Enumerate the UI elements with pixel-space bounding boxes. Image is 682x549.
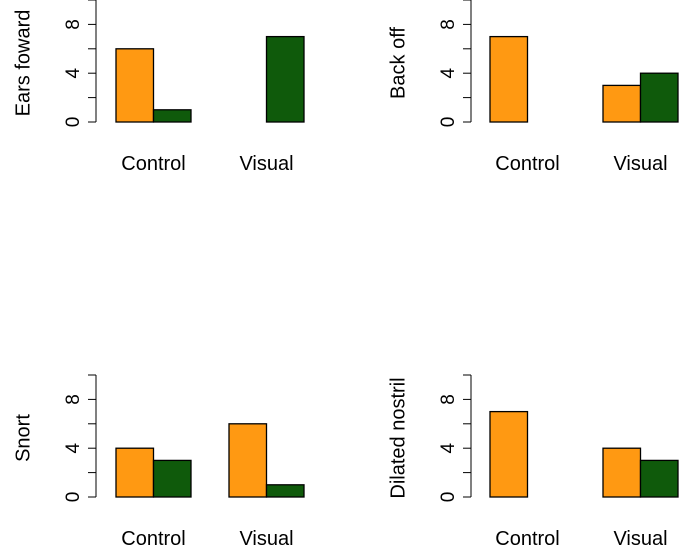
y-tick-label: 0 bbox=[63, 492, 84, 503]
y-axis-label: Ears foward bbox=[12, 10, 34, 117]
bar-visual-green bbox=[265, 35, 305, 123]
bar-control-orange bbox=[115, 48, 155, 123]
bar-visual-orange bbox=[602, 84, 642, 123]
category-label: Visual bbox=[239, 528, 293, 549]
y-axis-label: Snort bbox=[12, 414, 34, 462]
y-tick-label: 0 bbox=[63, 117, 84, 128]
panel-2: 0 4 8 Back off Control Visual bbox=[387, 0, 679, 175]
y-tick-label: 8 bbox=[63, 19, 84, 30]
y-tick-label: 4 bbox=[63, 67, 84, 78]
bar-visual-green bbox=[639, 72, 679, 123]
bar-control-orange bbox=[489, 35, 529, 123]
bar-control-orange bbox=[115, 447, 155, 498]
y-tick-label: 0 bbox=[438, 492, 459, 503]
category-label: Visual bbox=[239, 153, 293, 175]
y-tick-label: 8 bbox=[438, 394, 459, 405]
panel-3: 0 4 8 Snort Control Visual bbox=[12, 374, 305, 549]
y-tick-label: 4 bbox=[438, 67, 459, 78]
y-axis-label: Back off bbox=[387, 27, 409, 99]
bar-control-green bbox=[152, 459, 192, 498]
category-label: Control bbox=[121, 528, 185, 549]
category-label: Control bbox=[121, 153, 185, 175]
category-label: Control bbox=[495, 528, 559, 549]
bar-visual-green bbox=[639, 459, 679, 498]
bar-control-green bbox=[152, 109, 192, 123]
y-tick-label: 8 bbox=[438, 19, 459, 30]
category-label: Control bbox=[495, 153, 559, 175]
panel-4: 0 4 8 Dilated nostril Control Visual bbox=[387, 374, 679, 549]
y-tick-label: 0 bbox=[438, 117, 459, 128]
y-tick-label: 8 bbox=[63, 394, 84, 405]
y-tick-label: 4 bbox=[63, 442, 84, 453]
bar-visual-orange bbox=[228, 423, 268, 498]
panel-1: 0 4 8 Ears foward Control Visual bbox=[12, 0, 305, 175]
y-tick-label: 4 bbox=[438, 442, 459, 453]
bar-control-orange bbox=[489, 410, 529, 498]
y-axis-label: Dilated nostril bbox=[387, 377, 409, 498]
category-label: Visual bbox=[613, 528, 667, 549]
bar-visual-orange bbox=[602, 447, 642, 498]
bar-visual-green bbox=[265, 484, 305, 498]
category-label: Visual bbox=[613, 153, 667, 175]
